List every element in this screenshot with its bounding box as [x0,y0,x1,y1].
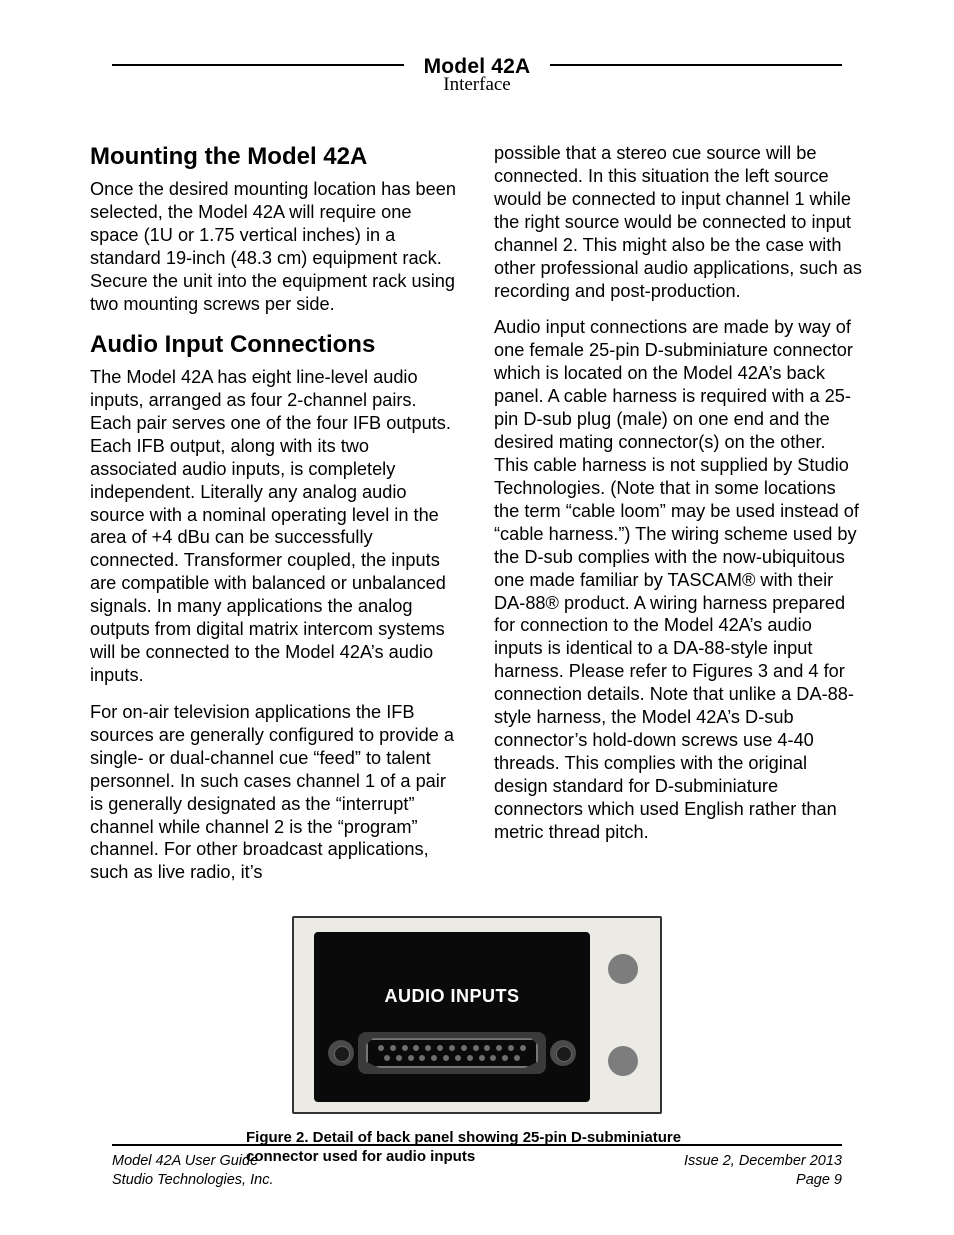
dsub-shell [358,1032,546,1074]
footer-right-bottom: Page 9 [684,1171,842,1191]
connector-plate: AUDIO INPUTS [314,932,590,1102]
pin-row-top [378,1045,526,1051]
heading-mounting: Mounting the Model 42A [90,142,460,172]
dsub-assembly [328,1028,576,1078]
header-subtitle: Interface [90,75,864,94]
heading-audio-inputs: Audio Input Connections [90,330,460,360]
footer-right-top: Issue 2, December 2013 [684,1152,842,1172]
para-right-2: Audio input connections are made by way … [494,316,864,843]
page-header: Model 42A Interface [90,56,864,100]
figure-2: AUDIO INPUTS [90,916,864,1167]
footer-rule [112,1144,842,1146]
header-rule-right [550,64,842,66]
jackscrew-left-icon [328,1040,354,1066]
para-mounting: Once the desired mounting location has b… [90,178,460,316]
back-panel-illustration: AUDIO INPUTS [292,916,662,1114]
panel-hole-bottom-icon [608,1046,638,1076]
pin-row-bottom [384,1055,520,1061]
footer-left-bottom: Studio Technologies, Inc. [112,1171,274,1191]
header-rule-left [112,64,404,66]
footer-left-top: Model 42A User Guide [112,1152,274,1172]
jackscrew-right-icon [550,1040,576,1066]
panel-hole-top-icon [608,954,638,984]
left-column: Mounting the Model 42A Once the desired … [90,142,460,898]
para-audio-2: For on-air television applications the I… [90,701,460,884]
content-columns: Mounting the Model 42A Once the desired … [90,142,864,898]
audio-inputs-label: AUDIO INPUTS [314,986,590,1007]
page-footer: Model 42A User Guide Studio Technologies… [90,1144,864,1191]
para-right-1: possible that a stereo cue source will b… [494,142,864,302]
para-audio-1: The Model 42A has eight line-level audio… [90,366,460,687]
right-column: possible that a stereo cue source will b… [494,142,864,898]
dsub-connector-icon [366,1038,538,1068]
